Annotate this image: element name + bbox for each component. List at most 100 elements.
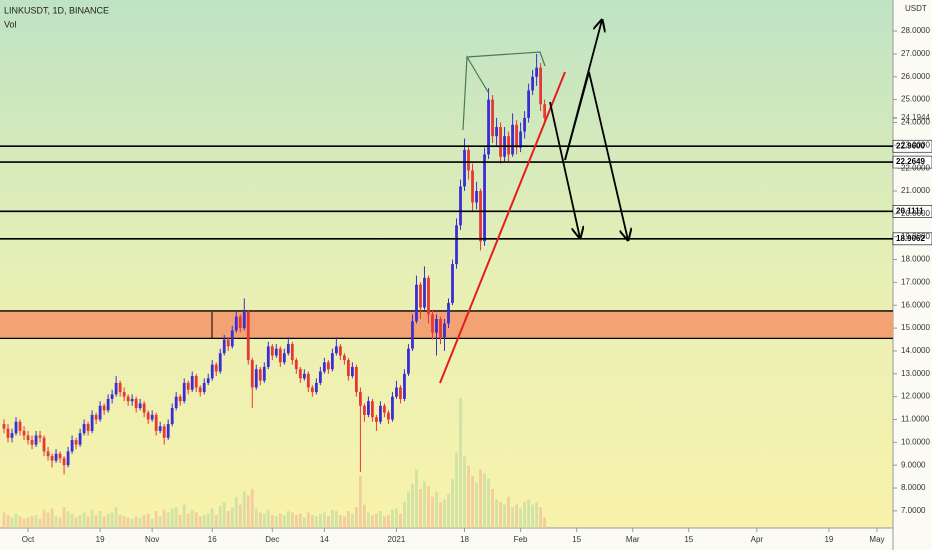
candle-body [78, 433, 82, 445]
candle-body [379, 405, 382, 422]
candle-body [142, 403, 146, 413]
volume-bar [122, 516, 126, 528]
volume-bar [419, 489, 422, 528]
volume-bar [391, 509, 394, 528]
x-tick-label: 16 [208, 535, 217, 544]
volume-bar [162, 509, 166, 528]
level-label: 18.9062 [896, 234, 925, 243]
y-tick-label: 8.0000 [901, 483, 926, 492]
volume-bar [178, 515, 182, 528]
volume-bar [226, 511, 230, 528]
candle-body [178, 396, 182, 402]
volume-bar [114, 507, 118, 528]
candle-body [306, 373, 310, 388]
y-tick-label: 21.0000 [901, 186, 930, 195]
candle-body [22, 430, 26, 436]
candle-body [266, 346, 270, 367]
volume-bar [423, 481, 426, 528]
volume-bar [18, 516, 22, 528]
candle-body [66, 451, 70, 466]
volume-bar [6, 515, 10, 528]
volume-bar [399, 513, 402, 528]
candle-body [535, 67, 539, 77]
volume-bar [403, 502, 406, 528]
candle-body [443, 323, 446, 338]
candle-body [407, 348, 410, 374]
y-tick-label: 13.0000 [901, 369, 930, 378]
candle-body [471, 170, 474, 203]
candle-body [54, 453, 58, 461]
volume-bar [222, 502, 226, 528]
volume-bar [234, 496, 238, 528]
level-tag [892, 139, 932, 153]
volume-bar [58, 517, 62, 528]
candle-body [194, 376, 198, 388]
volume-bar [354, 507, 358, 528]
x-tick-label: 18 [460, 535, 469, 544]
y-tick-label: 28.0000 [901, 26, 930, 35]
volume-bar [507, 496, 510, 528]
candle-body [495, 127, 498, 137]
volume-bar [371, 515, 374, 528]
candle-body [399, 387, 402, 399]
volume-bar [346, 511, 350, 528]
candle-body [391, 396, 394, 420]
candle-body [118, 382, 122, 393]
candle-body [138, 403, 142, 409]
candle-body [102, 405, 106, 411]
volume-bar [250, 489, 254, 528]
volume-bar [258, 512, 262, 528]
volume-bar [30, 516, 34, 528]
candle-body [318, 371, 322, 383]
support-zone [0, 310, 893, 339]
volume-bar [322, 512, 326, 528]
candle-body [447, 302, 450, 324]
volume-bar [70, 513, 74, 528]
volume-bar [515, 504, 518, 528]
volume-bar [539, 507, 543, 528]
volume-bar [523, 502, 526, 528]
y-tick-label: 22.0000 [901, 163, 930, 172]
level-layer: 22.9600 22.2649 20.1111 18.9062 24.1944 [0, 113, 932, 246]
y-tick-label: 23.0000 [901, 140, 930, 149]
plot-background [0, 0, 893, 528]
volume-bar [246, 495, 250, 528]
y-tick-label: 14.0000 [901, 346, 930, 355]
candle-body [46, 451, 50, 457]
candle-body [246, 312, 250, 361]
x-tick-label: 19 [824, 535, 833, 544]
level-tag [892, 232, 932, 246]
volume-bar [202, 515, 206, 528]
x-tick-label: 14 [320, 535, 329, 544]
volume-bar [495, 499, 498, 528]
candle-body [511, 124, 514, 155]
volume-bar [218, 505, 222, 528]
volume-bar [98, 511, 102, 528]
candle-body [467, 149, 470, 171]
y-tick-label: 7.0000 [901, 506, 926, 515]
candle-body [106, 398, 110, 411]
volume-bar [342, 516, 346, 528]
candle-body [10, 433, 14, 438]
candle-body [527, 90, 530, 118]
volume-bar [130, 518, 134, 528]
volume-bar [174, 507, 178, 528]
volume-bar [451, 478, 454, 528]
candle-body [403, 373, 406, 399]
candle-body [86, 424, 90, 431]
candle-body [190, 376, 194, 390]
x-tick-label: Dec [265, 535, 279, 544]
volume-bar [74, 517, 78, 528]
candle-body [210, 364, 214, 379]
volume-bar [166, 512, 170, 528]
candle-body [98, 405, 102, 420]
candle-body [234, 316, 238, 331]
y-tick-label: 15.0000 [901, 323, 930, 332]
volume-bar [306, 512, 310, 528]
volume-bar [407, 491, 410, 528]
volume-bar [294, 515, 298, 528]
volume-bar [531, 504, 534, 528]
volume-bar [387, 515, 390, 528]
volume-bar [214, 515, 218, 528]
